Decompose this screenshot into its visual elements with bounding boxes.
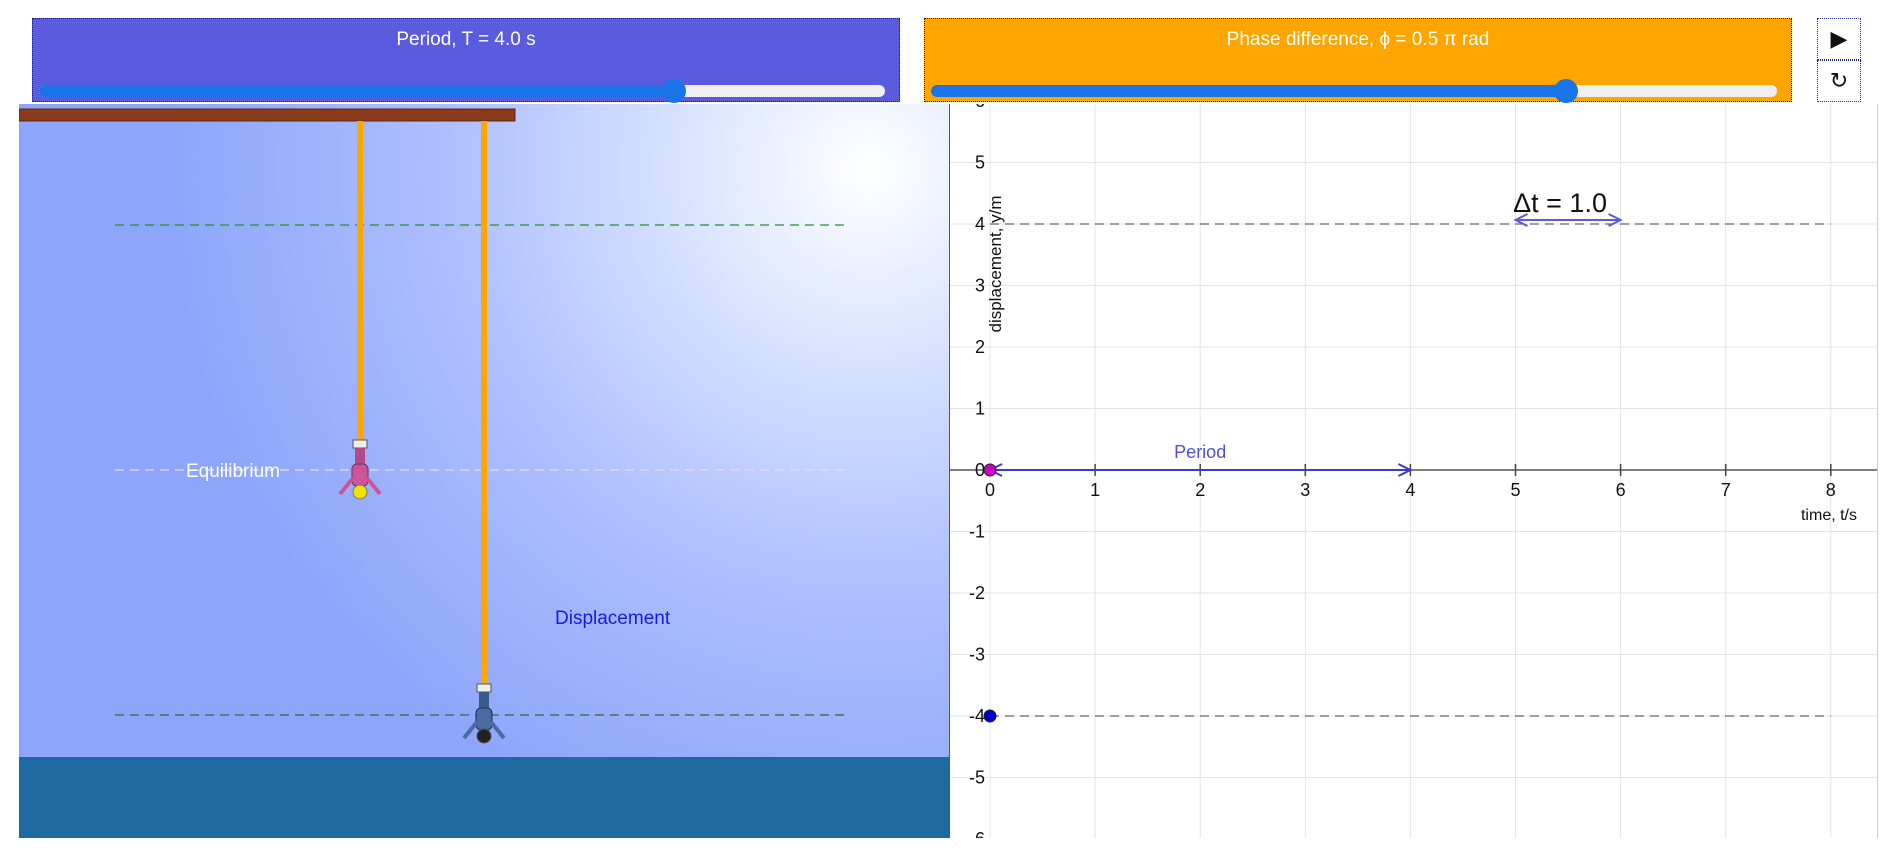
amplitude-lines [990, 223, 1831, 717]
equilibrium-label: Equilibrium [186, 461, 280, 482]
period-slider-thumb[interactable] [661, 79, 686, 103]
x-tick-label: 7 [1721, 480, 1731, 500]
phase-slider-fill [931, 85, 1566, 97]
bungee-scene: Equilibrium Displacement [19, 104, 949, 838]
water [19, 757, 949, 838]
annotations: Period Δt = 1.0 [987, 188, 1623, 477]
play-button[interactable]: ▶ [1817, 18, 1861, 60]
data-point [983, 709, 997, 723]
data-point [983, 463, 997, 477]
y-tick-label: 3 [975, 276, 985, 296]
y-tick-label: 6 [975, 104, 985, 111]
y-tick-label: -4 [969, 706, 985, 726]
x-tick-label: 0 [985, 480, 995, 500]
x-tick-label: 8 [1826, 480, 1836, 500]
x-tick-label: 5 [1510, 480, 1520, 500]
data-points [983, 463, 997, 723]
delta-t-arrow-head-left [1513, 213, 1528, 227]
y-tick-label: -2 [969, 583, 985, 603]
period-label: Period, T = 4.0 s [396, 29, 536, 50]
beam [19, 108, 516, 122]
period-arrow-head-right [1397, 463, 1413, 477]
tick-labels: 0 1 2 3 4 5 6 7 8 6 5 4 3 2 1 0 -1 -2 -3 -4 -5 -6 [969, 104, 1836, 838]
phase-label: Phase difference, ϕ = 0.5 π rad [1226, 29, 1490, 50]
x-tick-label: 2 [1195, 480, 1205, 500]
y-tick-label: -1 [969, 522, 985, 542]
period-slider[interactable] [39, 79, 885, 103]
graph-svg: displacement, y/m time, t/s 0 1 2 3 4 5 6 7 8 6 5 4 3… [949, 104, 1877, 838]
delta-t-arrow-head-right [1608, 213, 1623, 227]
y-tick-label: 0 [975, 460, 985, 480]
x-axis-label: time, t/s [1801, 507, 1857, 524]
reset-button[interactable]: ↻ [1817, 60, 1861, 102]
y-tick-label: -6 [969, 829, 985, 838]
x-tick-label: 3 [1300, 480, 1310, 500]
pink-jumper-icon [338, 439, 382, 500]
displacement-time-graph: displacement, y/m time, t/s 0 1 2 3 4 5 6 7 8 6 5 4 3… [949, 104, 1878, 838]
y-tick-label: 4 [975, 214, 985, 234]
scene-svg: Equilibrium Displacement [19, 108, 949, 838]
blue-jumper-icon [462, 683, 506, 744]
period-slider-panel: Period, T = 4.0 s [32, 18, 900, 103]
y-tick-label: -3 [969, 645, 985, 665]
y-tick-label: 5 [975, 153, 985, 173]
y-tick-label: -5 [969, 768, 985, 788]
x-tick-label: 1 [1090, 480, 1100, 500]
displacement-label: Displacement [555, 608, 671, 629]
phase-slider[interactable] [931, 79, 1777, 103]
y-tick-label: 2 [975, 337, 985, 357]
x-tick-label: 6 [1616, 480, 1626, 500]
delta-t-label: Δt = 1.0 [1513, 188, 1607, 218]
phase-slider-thumb[interactable] [1553, 79, 1578, 103]
y-tick-label: 1 [975, 399, 985, 419]
y-axis-label: displacement, y/m [986, 196, 1005, 333]
period-slider-fill [39, 85, 674, 97]
x-tick-label: 4 [1405, 480, 1415, 500]
period-annotation-label: Period [1174, 442, 1226, 462]
phase-slider-panel: Phase difference, ϕ = 0.5 π rad [924, 18, 1792, 103]
